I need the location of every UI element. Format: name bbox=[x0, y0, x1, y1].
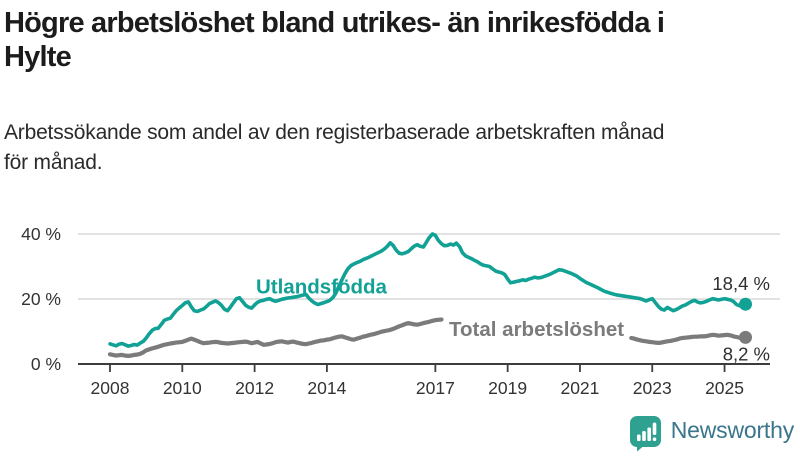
logo-bar-1 bbox=[636, 434, 641, 441]
x-axis-label-2008: 2008 bbox=[91, 378, 130, 398]
x-axis-label-2014: 2014 bbox=[307, 378, 346, 398]
logo-bar-2 bbox=[641, 431, 646, 441]
x-axis-label-2019: 2019 bbox=[488, 378, 527, 398]
logo-bubble-shape bbox=[629, 416, 661, 447]
x-axis-label-2023: 2023 bbox=[633, 378, 672, 398]
newsworthy-logo-icon bbox=[629, 416, 661, 452]
brand-footer: Newsworthy bbox=[629, 415, 794, 452]
series-end-dot-utlandsf-dda bbox=[739, 297, 753, 311]
series-line-total-arbetsl-shet-seg2 bbox=[629, 332, 748, 345]
unemployment-line-chart: 0 % 20 % 40 % 2008 2010 2012 2014 2017 2019 2021 2… bbox=[21, 224, 780, 398]
y-axis-label-0: 0 % bbox=[31, 354, 61, 374]
x-axis-label-2021: 2021 bbox=[560, 378, 599, 398]
page-title: Högre arbetslöshet bland utrikes- än inr… bbox=[4, 6, 800, 74]
page-title-line-2: Hylte bbox=[4, 41, 72, 73]
chart-subtitle-line-1: Arbetssökande som andel av den registerb… bbox=[4, 121, 665, 144]
y-axis-label-40: 40 % bbox=[21, 224, 61, 244]
news-graphic: Högre arbetslöshet bland utrikes- än inr… bbox=[0, 6, 800, 452]
page-title-line-1: Högre arbetslöshet bland utrikes- än inr… bbox=[4, 7, 665, 39]
brand-name: Newsworthy bbox=[670, 417, 794, 443]
series-end-value-total-arbetsl-shet: 8,2 % bbox=[723, 343, 770, 364]
series-label-utlandsf-dda: Utlandsfödda bbox=[256, 276, 388, 299]
y-axis-label-20: 20 % bbox=[21, 289, 61, 309]
series-line-total-arbetsl-shet-seg1 bbox=[107, 317, 444, 358]
logo-exclamation-bar bbox=[652, 422, 657, 435]
logo-bar-3 bbox=[647, 427, 651, 441]
series-end-value-utlandsf-dda: 18,4 % bbox=[712, 273, 770, 294]
chart-subtitle: Arbetssökande som andel av den registerb… bbox=[4, 118, 800, 178]
series-line-utlandsf-dda bbox=[108, 232, 748, 348]
logo-exclamation-dot bbox=[652, 437, 657, 441]
series-label-total-arbetsl-shet: Total arbetslöshet bbox=[449, 318, 624, 341]
x-axis-label-2025: 2025 bbox=[705, 378, 744, 398]
x-axis-label-2017: 2017 bbox=[416, 378, 455, 398]
x-axis-label-2012: 2012 bbox=[235, 378, 274, 398]
x-axis-label-2010: 2010 bbox=[163, 378, 202, 398]
chart-subtitle-line-2: för månad. bbox=[4, 151, 103, 174]
series-end-dot-total-arbetsl-shet bbox=[739, 330, 753, 344]
